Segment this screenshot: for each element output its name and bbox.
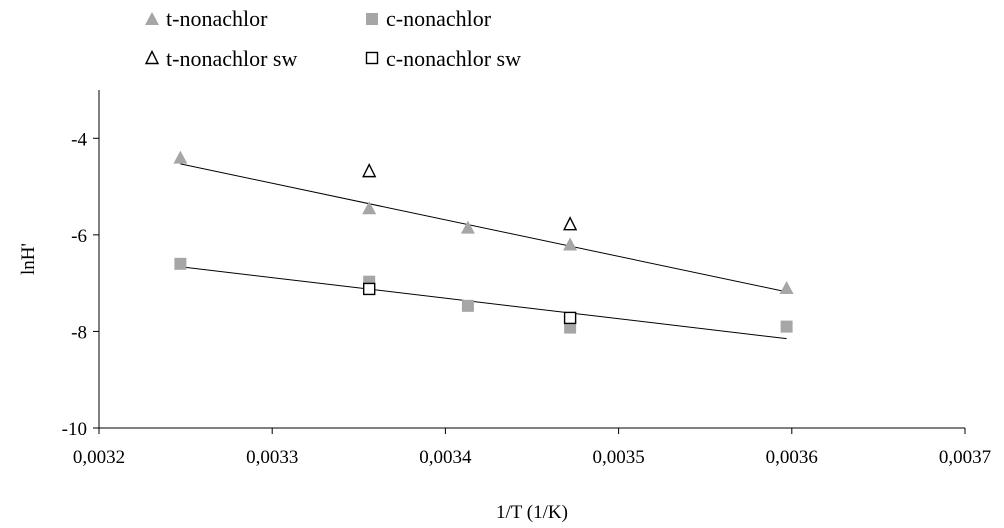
y-axis-label: lnH' [18,243,39,275]
trendlines [180,163,787,340]
legend-label: t-nonachlor [166,6,268,31]
legend-label: t-nonachlor sw [166,46,297,71]
point-c-nonachlor [780,320,793,333]
point-c-nonachlor sw [362,282,376,296]
point-t-nonachlor [563,237,578,251]
x-tick-label: 0,0034 [419,447,472,468]
legend-label: c-nonachlor sw [386,46,521,71]
x-tick-label: 0,0037 [939,447,991,468]
trendline-c-nonachlor [180,266,787,340]
point-t-nonachlor sw [562,216,578,231]
point-c-nonachlor [461,299,474,312]
plot-area: -10 -8 -6 -4 0,0032 0,0033 0,0034 0,0035 0,0036… [62,90,991,468]
x-tick-label: 0,0036 [766,447,818,468]
y-tick-label: -6 [71,226,87,247]
point-t-nonachlor [173,150,188,164]
y-tick-label: -4 [71,129,87,150]
legend-item-c-nonachlor: c-nonachlor [366,6,492,31]
point-t-nonachlor [779,280,794,294]
point-c-nonachlor sw [563,311,577,325]
legend-item-t-nonachlor sw: t-nonachlor sw [144,46,297,71]
legend-item-t-nonachlor: t-nonachlor [145,6,268,31]
data-points [173,150,794,334]
point-t-nonachlor [460,220,475,234]
trendline-t-nonachlor [180,163,787,293]
point-t-nonachlor sw [362,163,377,178]
legend-marker [365,51,379,65]
x-tick-label: 0,0033 [246,447,298,468]
x-axis-label: 1/T (1/K) [496,502,568,523]
legend-item-c-nonachlor sw: c-nonachlor sw [365,46,521,71]
legend-label: c-nonachlor [386,6,492,31]
x-ticks: 0,0032 0,0033 0,0034 0,0035 0,0036 0,0037 [73,428,991,468]
y-tick-label: -10 [62,419,87,440]
legend-marker [145,12,159,25]
point-c-nonachlor [174,257,187,270]
x-tick-label: 0,0035 [592,447,644,468]
point-t-nonachlor [362,201,377,215]
y-ticks: -10 -8 -6 -4 [62,129,99,440]
legend-marker [144,49,160,65]
point-c-nonachlor [564,321,577,334]
y-tick-label: -8 [71,322,87,343]
legend-marker [366,13,378,25]
x-tick-label: 0,0032 [73,447,125,468]
legend: t-nonachlor c-nonachlor t-nonachlor sw c-no… [144,6,521,71]
